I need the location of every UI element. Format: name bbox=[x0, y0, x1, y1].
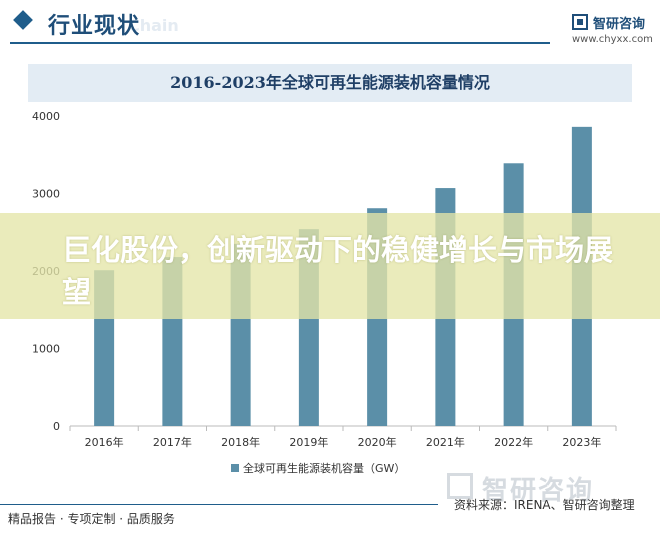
x-tick-label: 2016年 bbox=[85, 435, 124, 449]
x-tick-label: 2017年 bbox=[153, 435, 192, 449]
source-note: 资料来源：IRENA、智研咨询整理 bbox=[454, 498, 635, 512]
logo-icon bbox=[572, 14, 588, 30]
watermark-logo: 智研咨询 bbox=[482, 476, 595, 506]
header-watermark: Chain bbox=[128, 16, 179, 35]
x-tick-label: 2021年 bbox=[426, 435, 465, 449]
legend-label: 全球可再生能源装机容量（GW） bbox=[243, 461, 405, 475]
chart-title: 2016-2023年全球可再生能源装机容量情况 bbox=[170, 73, 490, 92]
x-tick-label: 2020年 bbox=[358, 435, 397, 449]
header-divider bbox=[10, 42, 550, 44]
headline-overlay bbox=[0, 213, 660, 319]
watermark-logo-icon bbox=[447, 473, 473, 499]
legend-swatch bbox=[231, 464, 239, 472]
header: Chain 行业现状 智研咨询 www.chyxx.com bbox=[0, 0, 660, 48]
x-tick-label: 2023年 bbox=[562, 435, 601, 449]
chart-title-banner: 2016-2023年全球可再生能源装机容量情况 bbox=[28, 64, 632, 102]
footer-divider bbox=[0, 504, 438, 505]
page-title: 行业现状 bbox=[48, 14, 141, 39]
y-tick-label: 3000 bbox=[32, 188, 60, 201]
y-tick-label: 1000 bbox=[32, 343, 60, 356]
x-tick-label: 2022年 bbox=[494, 435, 533, 449]
y-tick-label: 4000 bbox=[32, 110, 60, 123]
y-tick-label: 0 bbox=[53, 420, 60, 433]
logo-name: 智研咨询 bbox=[593, 17, 646, 32]
footer-tagline: 精品报告 · 专项定制 · 品质服务 bbox=[8, 512, 175, 526]
x-tick-label: 2019年 bbox=[289, 435, 328, 449]
headline-text: 巨化股份，创新驱动下的稳健增长与市场展望 bbox=[62, 233, 614, 309]
logo-url: www.chyxx.com bbox=[572, 34, 653, 45]
x-tick-label: 2018年 bbox=[221, 435, 260, 449]
header-diamond-icon bbox=[13, 10, 33, 30]
